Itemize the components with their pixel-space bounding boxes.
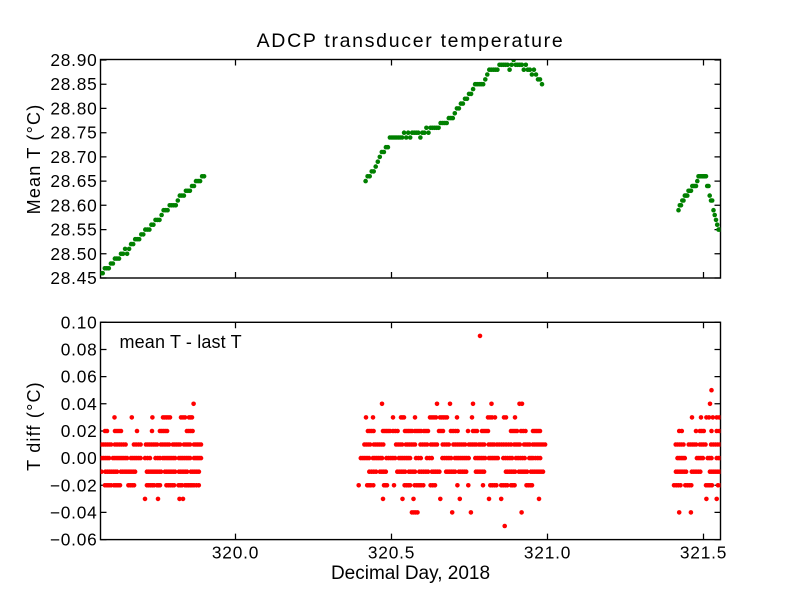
svg-text:−0.02: −0.02 — [50, 475, 98, 495]
svg-text:0.00: 0.00 — [61, 448, 98, 468]
svg-text:28.85: 28.85 — [50, 74, 97, 94]
svg-text:28.45: 28.45 — [50, 268, 97, 288]
svg-text:28.65: 28.65 — [50, 171, 97, 191]
svg-text:0.02: 0.02 — [61, 421, 98, 441]
svg-text:28.55: 28.55 — [50, 220, 97, 240]
svg-text:0.06: 0.06 — [61, 367, 98, 387]
svg-text:28.70: 28.70 — [50, 147, 97, 167]
svg-text:320.0: 320.0 — [212, 542, 259, 562]
svg-text:321.0: 321.0 — [524, 542, 571, 562]
svg-text:320.5: 320.5 — [368, 542, 415, 562]
svg-text:28.80: 28.80 — [50, 98, 97, 118]
svg-text:28.60: 28.60 — [50, 195, 97, 215]
svg-text:28.50: 28.50 — [50, 244, 97, 264]
svg-text:T diff (°C): T diff (°C) — [24, 381, 44, 471]
svg-text:0.04: 0.04 — [61, 394, 98, 414]
svg-text:0.08: 0.08 — [61, 340, 98, 360]
svg-text:Mean T (°C): Mean T (°C) — [24, 104, 44, 215]
svg-text:321.5: 321.5 — [680, 542, 727, 562]
svg-text:28.90: 28.90 — [50, 50, 97, 70]
svg-text:ADCP transducer temperature: ADCP transducer temperature — [257, 30, 565, 52]
svg-text:28.75: 28.75 — [50, 123, 97, 143]
svg-text:−0.04: −0.04 — [50, 502, 98, 522]
svg-text:0.10: 0.10 — [61, 312, 98, 332]
svg-text:−0.06: −0.06 — [50, 530, 98, 550]
svg-text:Decimal Day, 2018: Decimal Day, 2018 — [331, 563, 490, 584]
svg-text:mean T - last T: mean T - last T — [120, 332, 242, 352]
